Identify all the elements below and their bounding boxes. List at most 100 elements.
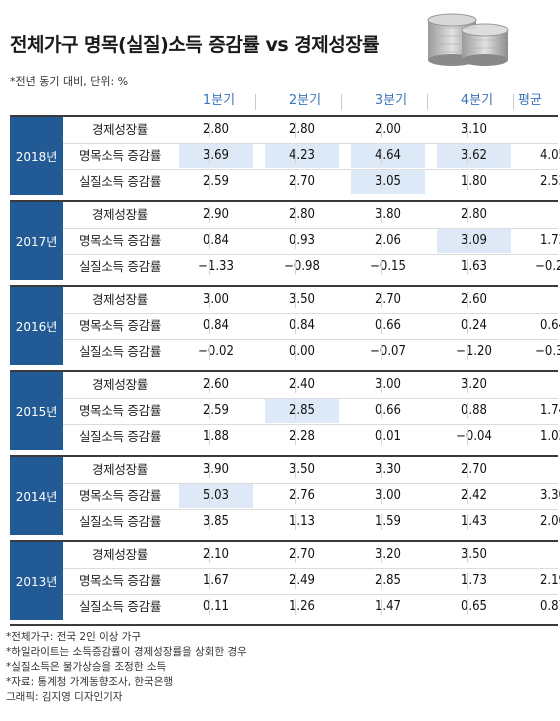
column-divider [209, 547, 210, 563]
quarter-cell: 0.84 [202, 318, 230, 333]
row-label: 경제성장률 [91, 462, 148, 477]
column-divider [295, 122, 296, 138]
quarter-cell: 2.76 [288, 488, 316, 503]
column-divider [467, 462, 468, 478]
quarter-cell: 2.00 [374, 122, 402, 137]
quarter-cell: −0.04 [456, 429, 492, 444]
quarter-cell: 0.84 [288, 318, 316, 333]
column-divider [209, 403, 210, 419]
quarter-cell: 3.50 [288, 292, 316, 307]
column-divider [381, 259, 382, 275]
header-divider [513, 94, 514, 110]
column-divider [467, 488, 468, 504]
quarter-cell: 0.11 [202, 599, 230, 614]
row-label: 실질소득 증감률 [78, 344, 162, 359]
quarter-cell: −0.07 [370, 344, 406, 359]
column-divider [209, 148, 210, 164]
quarter-cell: 2.80 [288, 122, 316, 137]
column-divider [381, 429, 382, 445]
year-group: 2014년 경제성장률 3.90 3.50 3.30 2.70 명목소득 증감률 5.03 2.… [10, 455, 560, 535]
quarter-cell: 2.70 [288, 174, 316, 189]
quarter-cell: 1.63 [460, 259, 488, 274]
header-divider [427, 94, 428, 110]
row-divider [63, 424, 558, 425]
quarter-cell: 2.80 [288, 207, 316, 222]
average-cell: 0.64 [539, 318, 560, 333]
year-label: 2017년 [10, 202, 63, 280]
column-divider [295, 377, 296, 393]
footnote-graphic-credit: 그래픽: 김지영 디자인기자 [6, 691, 123, 703]
year-label: 2016년 [10, 287, 63, 365]
quarter-cell: 0.00 [288, 344, 316, 359]
average-cell: 1.73 [539, 233, 560, 248]
row-label: 명목소득 증감률 [78, 573, 162, 588]
row-label: 실질소득 증감률 [78, 259, 162, 274]
column-divider [467, 429, 468, 445]
quarter-cell: 3.80 [374, 207, 402, 222]
row-divider [63, 398, 558, 399]
table-row: 명목소득 증감률 1.67 2.49 2.85 1.73 2.19 [63, 568, 560, 594]
row-label: 경제성장률 [91, 547, 148, 562]
year-label: 2013년 [10, 542, 63, 620]
average-cell [523, 543, 560, 567]
column-divider [381, 122, 382, 138]
column-divider [467, 148, 468, 164]
year-label: 2018년 [10, 117, 63, 195]
quarter-cell: 2.49 [288, 573, 316, 588]
average-cell [523, 203, 560, 227]
quarter-cell: 1.26 [288, 599, 316, 614]
column-divider [467, 547, 468, 563]
row-divider [63, 254, 558, 255]
page-title: 전체가구 명목(실질)소득 증감률 vs 경제성장률 [10, 34, 380, 56]
quarter-cell: 2.80 [460, 207, 488, 222]
quarter-cell: 4.23 [265, 144, 339, 168]
average-cell [523, 458, 560, 482]
column-divider [295, 514, 296, 530]
column-divider [295, 462, 296, 478]
table-row: 명목소득 증감률 0.84 0.93 2.06 3.09 1.73 [63, 228, 560, 254]
quarter-cell: 1.80 [460, 174, 488, 189]
footnote-real-income: *실질소득은 물가상승을 조정한 소득 [6, 661, 167, 673]
column-divider [295, 488, 296, 504]
row-label: 명목소득 증감률 [78, 148, 162, 163]
quarter-cell: 2.06 [374, 233, 402, 248]
column-divider [381, 148, 382, 164]
average-cell: 4.05 [539, 148, 560, 163]
table-row: 명목소득 증감률 2.59 2.85 0.66 0.88 1.74 [63, 398, 560, 424]
average-cell: 0.87 [539, 599, 560, 614]
quarter-cell: −0.15 [370, 259, 406, 274]
table-bottom-rule [10, 624, 558, 626]
header-average: 평균 [518, 93, 542, 108]
quarter-cell: 2.59 [202, 403, 230, 418]
quarter-cell: 2.60 [460, 292, 488, 307]
quarter-cell: 3.05 [351, 170, 425, 194]
year-group: 2017년 경제성장률 2.90 2.80 3.80 2.80 명목소득 증감률 0.84 0.… [10, 200, 560, 280]
table-row: 실질소득 증감률 −1.33 −0.98 −0.15 1.63 −0.21 [63, 254, 560, 280]
header-q2: 2분기 [288, 93, 322, 108]
row-label: 경제성장률 [91, 207, 148, 222]
table-row: 경제성장률 2.60 2.40 3.00 3.20 [63, 372, 558, 398]
column-divider [381, 292, 382, 308]
quarter-cell: 3.85 [202, 514, 230, 529]
quarter-cell: 0.24 [460, 318, 488, 333]
row-label: 명목소득 증감률 [78, 318, 162, 333]
quarter-cell: 0.88 [460, 403, 488, 418]
column-divider [295, 573, 296, 589]
quarter-cell: 3.20 [460, 377, 488, 392]
quarter-cell: 2.28 [288, 429, 316, 444]
average-cell [523, 288, 560, 312]
column-divider [209, 599, 210, 615]
column-divider [209, 259, 210, 275]
quarter-cell: 3.30 [374, 462, 402, 477]
year-group: 2016년 경제성장률 3.00 3.50 2.70 2.60 명목소득 증감률 0.84 0.… [10, 285, 560, 365]
column-divider [381, 573, 382, 589]
column-divider [295, 599, 296, 615]
quarter-cell: 2.40 [288, 377, 316, 392]
table-row: 실질소득 증감률 0.11 1.26 1.47 0.65 0.87 [63, 594, 560, 620]
table-row: 경제성장률 3.90 3.50 3.30 2.70 [63, 457, 558, 483]
column-divider [381, 403, 382, 419]
quarter-cell: 1.13 [288, 514, 316, 529]
quarter-cell: 0.01 [374, 429, 402, 444]
table-row: 경제성장률 3.00 3.50 2.70 2.60 [63, 287, 558, 313]
column-header-row: 1분기 2분기 3분기 4분기 평균 [0, 90, 560, 114]
